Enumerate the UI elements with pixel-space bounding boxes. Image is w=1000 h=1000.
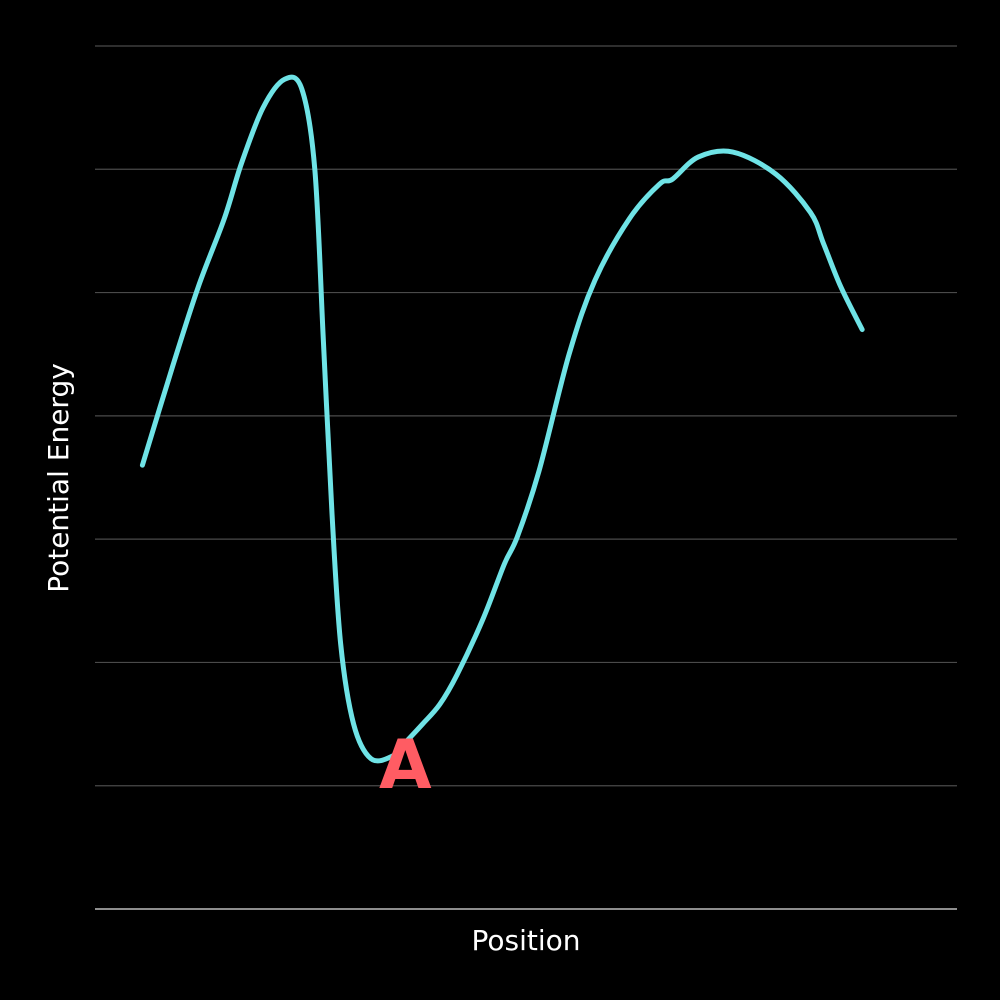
energy-curve-line-1 bbox=[142, 77, 862, 761]
series-layer bbox=[142, 77, 862, 761]
x-axis-label: Position bbox=[471, 924, 580, 957]
grid-layer bbox=[95, 46, 957, 786]
point-label-a: A bbox=[379, 726, 432, 805]
annotation-layer: A bbox=[379, 726, 432, 805]
y-axis-label: Potential Energy bbox=[42, 363, 75, 593]
